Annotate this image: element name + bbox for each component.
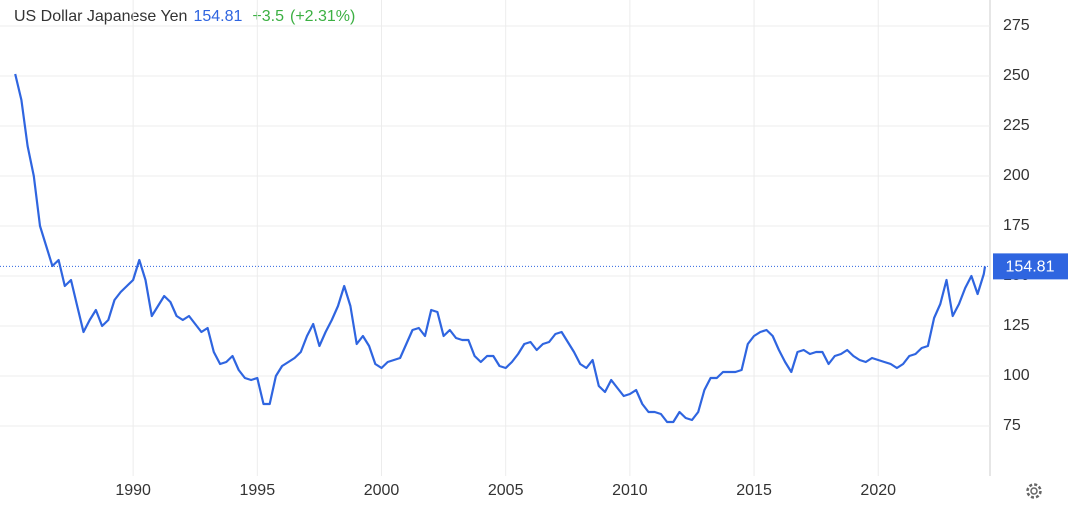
x-tick-label: 2015	[736, 482, 772, 499]
x-tick-label: 2005	[488, 482, 524, 499]
price: 154.81	[193, 8, 242, 25]
y-tick-label: 225	[1003, 117, 1030, 134]
y-tick-label: 250	[1003, 67, 1030, 84]
y-tick-label: 75	[1003, 417, 1021, 434]
change: +3.5	[252, 8, 284, 25]
x-tick-label: 2020	[860, 482, 896, 499]
y-tick-label: 275	[1003, 17, 1030, 34]
price-line	[14, 73, 987, 424]
last-value-box	[993, 253, 1068, 280]
y-tick-label: 200	[1003, 167, 1030, 184]
x-tick-label: 1990	[115, 482, 151, 499]
last-value-label: 154.81	[1006, 259, 1055, 276]
y-tick-label: 100	[1003, 367, 1030, 384]
title: US Dollar Japanese Yen	[14, 8, 187, 25]
y-tick-label: 125	[1003, 317, 1030, 334]
y-tick-label: 175	[1003, 217, 1030, 234]
change-pct: (+2.31%)	[290, 8, 355, 25]
chart-title: US Dollar Japanese Yen 154.81 +3.5 (+2.31%)	[14, 8, 355, 25]
x-tick-label: 1995	[240, 482, 276, 499]
settings-icon[interactable]	[1026, 483, 1042, 499]
x-tick-label: 2000	[364, 482, 400, 499]
x-tick-label: 2010	[612, 482, 648, 499]
